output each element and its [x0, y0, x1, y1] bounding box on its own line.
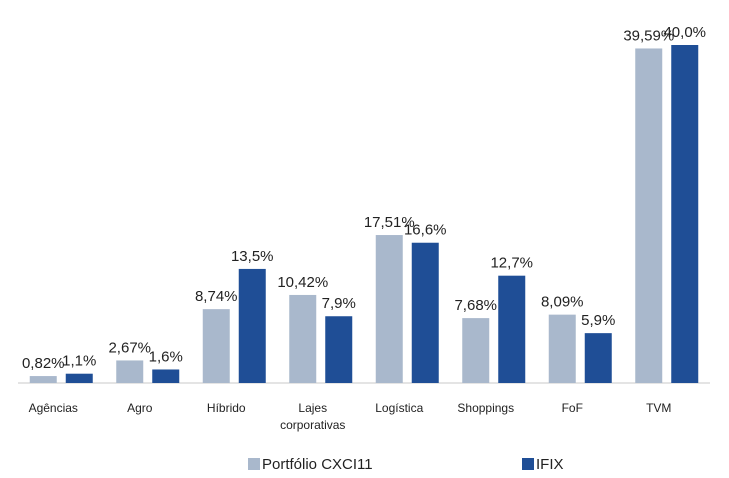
data-label: 8,74%	[195, 288, 238, 305]
data-label: 1,1%	[62, 353, 96, 370]
bar	[635, 48, 663, 383]
legend-label: Portfólio CXCI11	[262, 456, 373, 473]
bar	[411, 242, 439, 383]
x-tick-label-line: corporativas	[280, 418, 345, 432]
x-tick-label: Agências	[29, 401, 78, 415]
data-label: 1,6%	[149, 348, 183, 365]
x-tick-label-line: Híbrido	[207, 401, 246, 415]
data-label: 10,42%	[277, 274, 328, 291]
bar	[29, 376, 57, 383]
bar	[289, 294, 317, 383]
x-tick-label: TVM	[646, 401, 671, 415]
x-tick-label-line: Agro	[127, 401, 153, 415]
data-label: 16,6%	[404, 222, 447, 239]
x-tick-label-line: TVM	[646, 401, 671, 415]
bar	[152, 369, 180, 383]
legend-swatch	[248, 458, 260, 470]
x-tick-label: Shoppings	[457, 401, 514, 415]
x-tick-label: Logística	[375, 401, 423, 415]
x-tick-label-line: FoF	[562, 401, 583, 415]
bar	[65, 373, 93, 383]
x-tick-label-line: Logística	[375, 401, 423, 415]
bar	[116, 360, 144, 383]
data-label: 13,5%	[231, 248, 274, 265]
legend-label: IFIX	[536, 456, 564, 473]
bar	[462, 318, 490, 383]
data-label: 12,7%	[490, 255, 533, 272]
data-label: 7,9%	[322, 295, 356, 312]
data-label: 0,82%	[22, 355, 65, 372]
data-label: 7,68%	[454, 297, 497, 314]
bar	[584, 333, 612, 383]
bar	[548, 314, 576, 383]
data-label: 40,0%	[663, 24, 706, 41]
x-tick-label-line: Agências	[29, 401, 78, 415]
x-tick-label: Híbrido	[207, 401, 246, 415]
data-label: 5,9%	[581, 312, 615, 329]
x-tick-label: Lajes corporativas	[280, 401, 345, 432]
data-label: 2,67%	[108, 339, 151, 356]
bar	[671, 45, 699, 383]
bar	[202, 309, 230, 383]
x-tick-label: Agro	[127, 401, 153, 415]
data-label: 8,09%	[541, 294, 584, 311]
x-tick-label-line: Shoppings	[457, 401, 514, 415]
data-label: 39,59%	[623, 27, 674, 44]
x-tick-label: FoF	[562, 401, 583, 415]
bar	[375, 235, 403, 383]
data-label: 17,51%	[364, 214, 415, 231]
bar	[238, 268, 266, 383]
legend-swatch	[522, 458, 534, 470]
bar	[498, 275, 526, 383]
bar	[325, 316, 353, 383]
x-tick-label-line: Lajes	[298, 401, 327, 415]
